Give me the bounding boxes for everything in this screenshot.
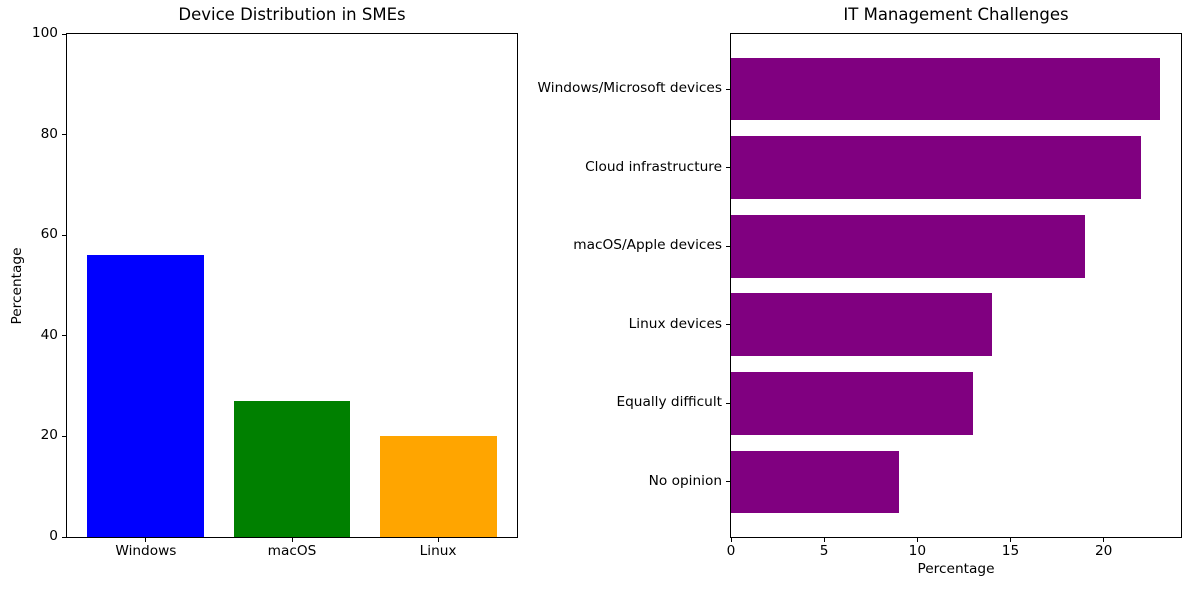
right-x-tick-label-5: 5: [819, 543, 829, 559]
left-y-tick-label-40: 40: [40, 326, 58, 343]
bar-windows: [87, 255, 205, 537]
right-y-tick-mark: [726, 88, 730, 90]
right-chart-title: IT Management Challenges: [843, 5, 1069, 24]
right-y-tick-label-equally-difficult: Equally difficult: [616, 394, 722, 411]
left-y-tick-label-60: 60: [40, 226, 58, 243]
right-x-tick-label-0: 0: [726, 543, 736, 559]
left-y-tick-mark: [62, 234, 66, 236]
left-chart-title: Device Distribution in SMEs: [178, 5, 406, 24]
bar-linux: [379, 436, 497, 537]
bar-windows-microsoft-devices: [731, 57, 1160, 121]
bar-no-opinion: [731, 450, 899, 514]
bar-equally-difficult: [731, 371, 974, 435]
left-y-tick-label-0: 0: [49, 528, 58, 545]
left-y-tick-label-20: 20: [40, 427, 58, 444]
left-y-tick-mark: [62, 33, 66, 35]
right-y-tick-mark: [726, 402, 730, 404]
left-y-tick-label-80: 80: [40, 125, 58, 142]
left-chart-y-axis-label-text: Percentage: [9, 247, 26, 324]
left-x-tick-mark: [291, 538, 293, 542]
right-y-tick-label-cloud-infrastructure: Cloud infrastructure: [585, 158, 722, 175]
bar-macos-apple-devices: [731, 214, 1086, 278]
right-y-tick-label-no-opinion: No opinion: [648, 473, 722, 490]
left-y-tick-mark: [62, 335, 66, 337]
right-x-tick-mark: [730, 538, 732, 542]
bar-cloud-infrastructure: [731, 136, 1141, 200]
left-x-tick-label-linux: Linux: [419, 543, 457, 559]
left-chart-axes: [66, 33, 518, 538]
right-x-tick-mark: [1103, 538, 1105, 542]
left-y-tick-label-100: 100: [31, 25, 58, 42]
bar-linux-devices: [731, 293, 992, 357]
left-x-tick-label-windows: Windows: [115, 543, 177, 559]
right-y-tick-label-macos-apple-devices: macOS/Apple devices: [573, 237, 722, 254]
right-y-tick-mark: [726, 324, 730, 326]
left-x-tick-mark: [145, 538, 147, 542]
bar-macos: [233, 401, 351, 537]
left-y-tick-mark: [62, 536, 66, 538]
right-x-tick-label-20: 20: [1094, 543, 1113, 559]
right-chart-axes: [730, 33, 1182, 538]
right-x-tick-mark: [1010, 538, 1011, 542]
right-x-tick-mark: [823, 538, 825, 542]
left-x-tick-mark: [437, 538, 439, 542]
right-chart-x-axis-label: Percentage: [917, 561, 995, 577]
right-y-tick-label-linux-devices: Linux devices: [628, 315, 722, 332]
right-x-tick-label-10: 10: [908, 543, 927, 559]
left-y-tick-mark: [62, 435, 66, 437]
left-chart-y-axis-label: Percentage: [8, 33, 28, 538]
right-y-tick-mark: [726, 167, 730, 169]
right-x-tick-label-15: 15: [1001, 543, 1020, 559]
right-x-tick-mark: [916, 538, 918, 542]
right-y-tick-mark: [726, 245, 730, 247]
left-y-tick-mark: [62, 134, 66, 136]
right-y-tick-mark: [726, 481, 730, 483]
right-y-tick-label-windows-microsoft-devices: Windows/Microsoft devices: [537, 80, 722, 97]
left-x-tick-label-macos: macOS: [267, 543, 317, 559]
